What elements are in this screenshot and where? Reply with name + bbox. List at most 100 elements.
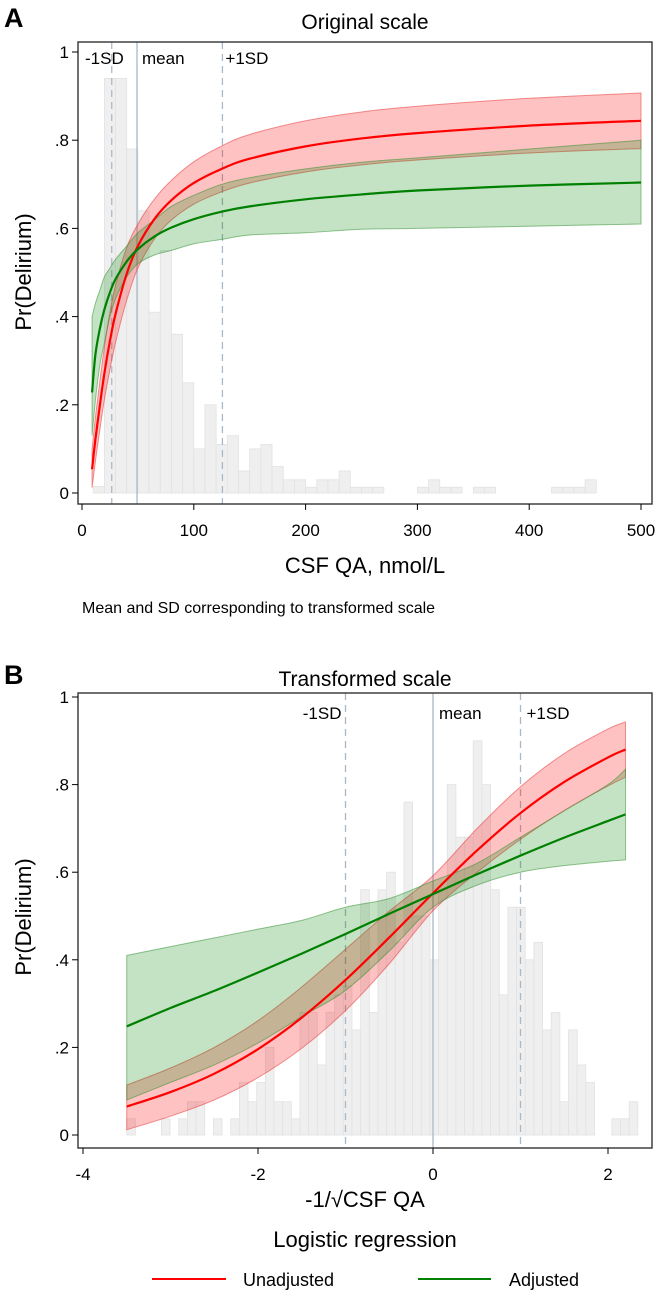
panel-a-ylabel: Pr(Delirium) — [11, 213, 36, 330]
transform-note: Mean and SD corresponding to transformed… — [82, 600, 435, 617]
legend-label-adjusted: Adjusted — [509, 1270, 579, 1290]
histogram-bar — [428, 479, 441, 494]
histogram-bar — [507, 906, 517, 1136]
legend: Unadjusted Adjusted — [152, 1270, 579, 1290]
histogram-bar — [264, 1047, 275, 1136]
x-tick-label: 2 — [603, 1165, 612, 1184]
histogram-bar — [238, 1082, 249, 1136]
histogram-bar — [171, 333, 184, 494]
histogram-bar — [524, 959, 535, 1136]
x-tick-label: 100 — [180, 521, 208, 540]
y-tick-label: .8 — [55, 131, 69, 150]
histogram-bar — [351, 1029, 362, 1136]
histogram-bar — [294, 479, 307, 494]
reference-line-label: mean — [142, 49, 185, 68]
fit-line-adjusted — [126, 813, 626, 1028]
histogram-bar — [472, 740, 483, 1136]
x-tick-label: 200 — [291, 521, 319, 540]
histogram-bar — [160, 1118, 171, 1136]
y-tick-label: 0 — [60, 1126, 69, 1145]
histogram-bar — [260, 444, 273, 494]
histogram-bar — [446, 784, 457, 1136]
histogram-bar — [585, 1082, 595, 1136]
histogram-bar — [542, 1029, 552, 1136]
y-tick-label: .2 — [55, 396, 69, 415]
histogram-bar — [368, 1011, 379, 1136]
histogram-bar — [562, 486, 575, 494]
histogram-bar — [249, 448, 262, 494]
panel-b-title: Transformed scale — [278, 668, 451, 691]
histogram-bar — [338, 470, 351, 494]
x-tick-label: -4 — [75, 1165, 90, 1184]
y-tick-label: .8 — [55, 776, 69, 795]
histogram-bar — [550, 1011, 561, 1136]
histogram-bar — [159, 250, 172, 494]
histogram-bar — [193, 448, 206, 494]
panel-b-xlabel: -1/√CSF QA — [305, 1187, 425, 1212]
histogram-bar — [416, 486, 429, 494]
histogram-bar — [195, 1101, 206, 1136]
histogram-bar — [573, 486, 586, 494]
histogram-bar — [226, 435, 239, 494]
histogram-bar — [316, 479, 329, 494]
reference-line-label: mean — [439, 704, 482, 723]
histogram-bar — [271, 466, 284, 494]
y-tick-label: .6 — [55, 863, 69, 882]
histogram-bar — [412, 915, 422, 1136]
histogram-bar — [559, 1101, 569, 1136]
panel-a-plot: -1SD mean +1SD 0 100 200 300 400 500 0 .2 .4 .6 .8 1 — [55, 41, 655, 540]
histogram-bar — [628, 1101, 639, 1136]
histogram-bar — [212, 1118, 223, 1136]
histogram-bar — [316, 1064, 327, 1136]
histogram-bar — [178, 1118, 188, 1136]
x-tick-label: 0 — [428, 1165, 437, 1184]
panel-a-letter: A — [4, 3, 24, 33]
reference-line-label: -1SD — [303, 704, 342, 723]
histogram-bar — [305, 486, 318, 494]
histogram-bar — [256, 1082, 266, 1136]
histogram-bar — [230, 1118, 240, 1136]
histogram-bar — [551, 486, 564, 494]
histogram-bar — [438, 889, 448, 1136]
histogram-bar — [620, 1118, 630, 1136]
histogram-bar — [204, 404, 217, 494]
histogram-bar — [247, 1101, 258, 1136]
footer-title: Logistic regression — [273, 1227, 456, 1252]
histogram-bar — [282, 479, 295, 494]
histogram-bar — [327, 479, 340, 494]
y-tick-label: .6 — [55, 219, 69, 238]
x-tick-label: 500 — [627, 521, 655, 540]
y-tick-label: 1 — [60, 43, 69, 62]
histogram-bar — [584, 479, 597, 494]
panel-b-ylabel: Pr(Delirium) — [11, 858, 36, 975]
fit-line-unadjusted — [126, 748, 626, 1108]
histogram-bar — [472, 486, 485, 494]
histogram-bar — [394, 941, 405, 1136]
plot-frame — [77, 41, 653, 505]
histogram-bar — [273, 1101, 284, 1136]
histogram-bar — [290, 1118, 301, 1136]
histogram-bar — [439, 486, 452, 494]
fit-line-unadjusted — [90, 119, 642, 470]
histogram-bar — [126, 148, 139, 494]
histogram-bar — [92, 485, 105, 494]
x-tick-label: -2 — [250, 1165, 265, 1184]
histogram-bar — [403, 801, 414, 1136]
histogram-bar — [238, 470, 251, 494]
histogram-bar — [498, 994, 509, 1136]
y-tick-label: 1 — [60, 688, 69, 707]
y-tick-label: 0 — [60, 484, 69, 503]
panel-a-xlabel: CSF QA, nmol/L — [285, 553, 445, 578]
fit-line-adjusted — [90, 181, 642, 393]
y-tick-label: .4 — [55, 308, 69, 327]
histogram-bar — [148, 311, 161, 494]
histogram-bar — [450, 486, 463, 494]
reference-line-label: +1SD — [527, 704, 570, 723]
histogram-bar — [484, 486, 497, 494]
y-tick-label: .4 — [55, 951, 69, 970]
histogram-bar — [576, 1064, 587, 1136]
histogram-bar — [611, 1118, 621, 1136]
panel-a-title: Original scale — [301, 11, 428, 34]
histogram-bar — [490, 889, 500, 1136]
y-tick-label: .2 — [55, 1038, 69, 1057]
